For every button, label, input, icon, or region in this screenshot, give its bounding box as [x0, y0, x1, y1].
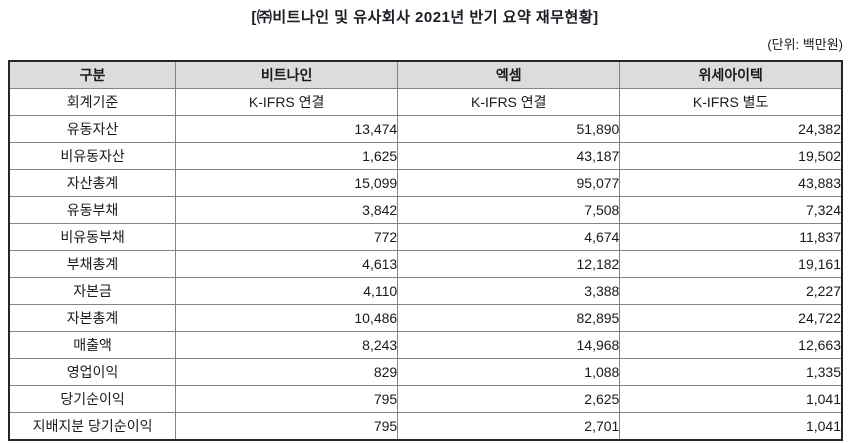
- value-cell: 4,110: [175, 277, 399, 305]
- value-cell: 1,088: [397, 358, 621, 386]
- row-label: 자산총계: [8, 169, 177, 197]
- accounting-basis-cell: K-IFRS 연결: [175, 88, 399, 116]
- table-row: 비유동자산 1,625 43,187 19,502: [8, 142, 843, 170]
- value-cell: 7,508: [397, 196, 621, 224]
- value-cell: 11,837: [619, 223, 843, 251]
- value-cell: 43,187: [397, 142, 621, 170]
- value-cell: 795: [175, 412, 399, 441]
- value-cell: 1,041: [619, 385, 843, 413]
- row-label: 자본금: [8, 277, 177, 305]
- value-cell: 7,324: [619, 196, 843, 224]
- value-cell: 1,041: [619, 412, 843, 441]
- column-header-exem: 엑셈: [397, 60, 621, 89]
- row-label: 지배지분 당기순이익: [8, 412, 177, 441]
- table-row: 자본금 4,110 3,388 2,227: [8, 277, 843, 305]
- row-label: 비유동자산: [8, 142, 177, 170]
- row-label: 자본총계: [8, 304, 177, 332]
- table-row: 부채총계 4,613 12,182 19,161: [8, 250, 843, 278]
- value-cell: 13,474: [175, 115, 399, 143]
- value-cell: 2,701: [397, 412, 621, 441]
- column-header-wiseitech: 위세아이텍: [619, 60, 843, 89]
- value-cell: 4,613: [175, 250, 399, 278]
- accounting-basis-cell: K-IFRS 연결: [397, 88, 621, 116]
- value-cell: 24,382: [619, 115, 843, 143]
- row-label: 비유동부채: [8, 223, 177, 251]
- value-cell: 2,227: [619, 277, 843, 305]
- value-cell: 10,486: [175, 304, 399, 332]
- accounting-basis-cell: K-IFRS 별도: [619, 88, 843, 116]
- value-cell: 19,161: [619, 250, 843, 278]
- value-cell: 2,625: [397, 385, 621, 413]
- table-row: 자본총계 10,486 82,895 24,722: [8, 304, 843, 332]
- financial-summary-table: 구분 비트나인 엑셈 위세아이텍 회계기준 K-IFRS 연결 K-IFRS 연결 K…: [8, 60, 843, 441]
- value-cell: 829: [175, 358, 399, 386]
- row-label: 회계기준: [8, 88, 177, 116]
- table-row: 영업이익 829 1,088 1,335: [8, 358, 843, 386]
- value-cell: 1,625: [175, 142, 399, 170]
- page-title: [㈜비트나인 및 유사회사 2021년 반기 요약 재무현황]: [251, 9, 599, 26]
- row-label: 부채총계: [8, 250, 177, 278]
- table-row: 자산총계 15,099 95,077 43,883: [8, 169, 843, 197]
- table-row: 회계기준 K-IFRS 연결 K-IFRS 연결 K-IFRS 별도: [8, 88, 843, 116]
- value-cell: 4,674: [397, 223, 621, 251]
- row-label: 영업이익: [8, 358, 177, 386]
- value-cell: 12,182: [397, 250, 621, 278]
- table-header-row: 구분 비트나인 엑셈 위세아이텍: [8, 60, 843, 89]
- row-label: 유동자산: [8, 115, 177, 143]
- row-label: 당기순이익: [8, 385, 177, 413]
- table-row: 당기순이익 795 2,625 1,041: [8, 385, 843, 413]
- value-cell: 82,895: [397, 304, 621, 332]
- value-cell: 43,883: [619, 169, 843, 197]
- value-cell: 15,099: [175, 169, 399, 197]
- column-header-category: 구분: [8, 60, 177, 89]
- value-cell: 19,502: [619, 142, 843, 170]
- unit-label: (단위: 백만원): [767, 37, 843, 52]
- value-cell: 95,077: [397, 169, 621, 197]
- table-row: 비유동부채 772 4,674 11,837: [8, 223, 843, 251]
- column-header-bitnine: 비트나인: [175, 60, 399, 89]
- value-cell: 3,842: [175, 196, 399, 224]
- value-cell: 772: [175, 223, 399, 251]
- value-cell: 1,335: [619, 358, 843, 386]
- value-cell: 795: [175, 385, 399, 413]
- table-row: 매출액 8,243 14,968 12,663: [8, 331, 843, 359]
- value-cell: 14,968: [397, 331, 621, 359]
- table-row: 지배지분 당기순이익 795 2,701 1,041: [8, 412, 843, 441]
- table-body: 회계기준 K-IFRS 연결 K-IFRS 연결 K-IFRS 별도 유동자산 13,47…: [8, 88, 843, 441]
- table-row: 유동자산 13,474 51,890 24,382: [8, 115, 843, 143]
- row-label: 매출액: [8, 331, 177, 359]
- value-cell: 51,890: [397, 115, 621, 143]
- row-label: 유동부채: [8, 196, 177, 224]
- value-cell: 3,388: [397, 277, 621, 305]
- value-cell: 8,243: [175, 331, 399, 359]
- value-cell: 12,663: [619, 331, 843, 359]
- table-row: 유동부채 3,842 7,508 7,324: [8, 196, 843, 224]
- value-cell: 24,722: [619, 304, 843, 332]
